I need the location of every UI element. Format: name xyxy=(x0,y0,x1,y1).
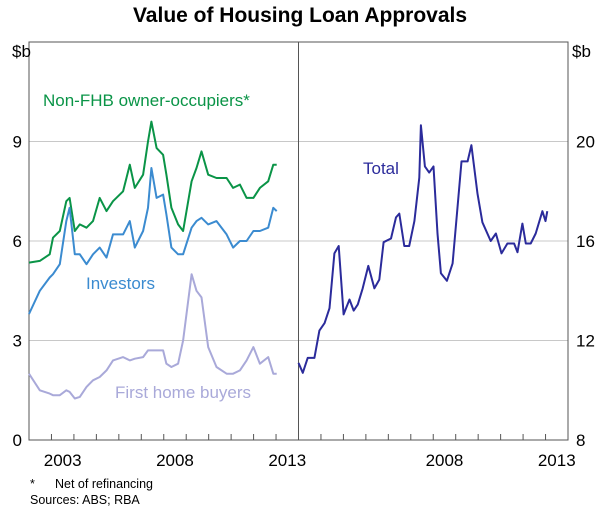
series-line-non-fhb-owner-occupiers xyxy=(28,120,277,264)
footnote-marker: * xyxy=(30,477,35,491)
x-tick-label: 2013 xyxy=(538,451,576,470)
label-investors: Investors xyxy=(86,274,155,293)
y-tick-label: 0 xyxy=(13,431,22,450)
chart-title: Value of Housing Loan Approvals xyxy=(133,4,467,27)
y-tick-label: 16 xyxy=(576,232,595,251)
x-tick-label: 2013 xyxy=(268,451,306,470)
series-line-first-home-buyers xyxy=(28,273,277,400)
y-tick-label: 6 xyxy=(13,232,22,251)
label-non-fhb: Non-FHB owner-occupiers* xyxy=(43,91,250,110)
x-tick-label: 2008 xyxy=(426,451,464,470)
x-tick-label: 2003 xyxy=(44,451,82,470)
sources-note: Sources: ABS; RBA xyxy=(30,493,140,507)
left-y-unit: $b xyxy=(12,42,31,61)
series-line-investors xyxy=(28,167,278,315)
label-total: Total xyxy=(363,159,399,178)
x-tick-label: 2008 xyxy=(156,451,194,470)
y-tick-label: 12 xyxy=(576,332,595,351)
series-line-total xyxy=(297,124,549,374)
series-lines xyxy=(28,120,549,400)
y-tick-label: 9 xyxy=(13,133,22,152)
y-tick-label: 3 xyxy=(13,332,22,351)
y-tick-label: 8 xyxy=(576,431,585,450)
right-y-unit: $b xyxy=(572,42,591,61)
label-first-home-buyers: First home buyers xyxy=(115,383,251,402)
y-tick-label: 20 xyxy=(576,133,595,152)
footnote-note: Net of refinancing xyxy=(55,477,153,491)
